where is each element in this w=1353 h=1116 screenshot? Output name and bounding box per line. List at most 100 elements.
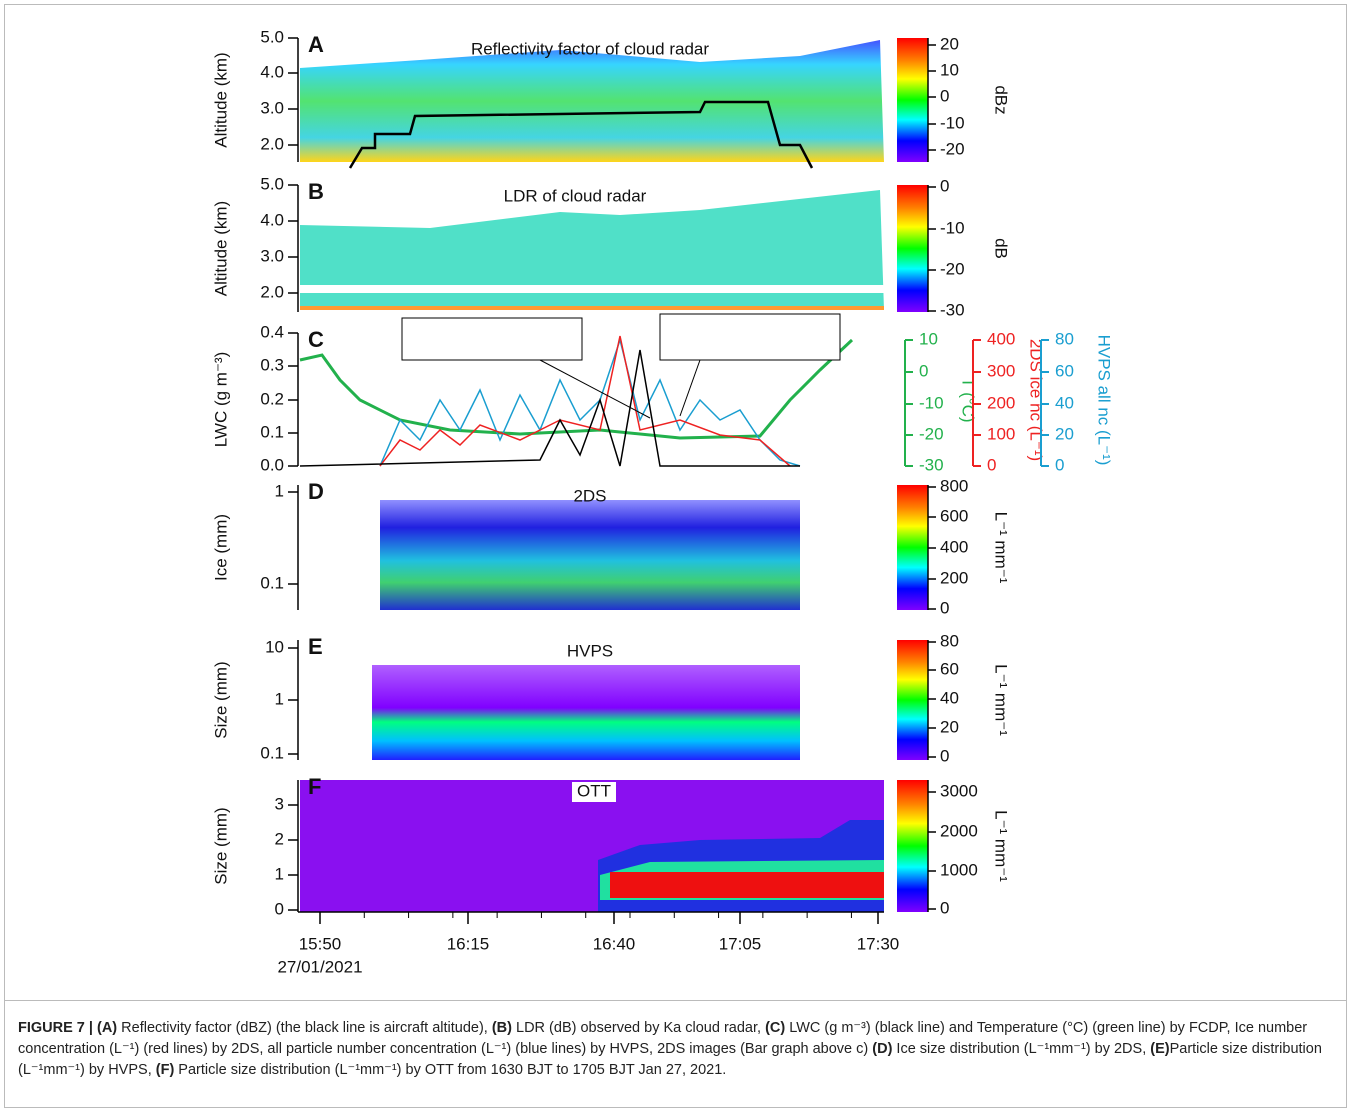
time-series-image bbox=[299, 313, 854, 467]
colorbar-tick-label: -20 bbox=[940, 259, 965, 278]
radar-reflectivity-image bbox=[300, 40, 884, 169]
x-tick-label: 17:05 bbox=[719, 934, 762, 953]
colorbar-label: L⁻¹ mm⁻¹ bbox=[992, 512, 1011, 584]
panel-title: OTT bbox=[577, 781, 611, 800]
right-tick-label: 10 bbox=[919, 329, 938, 348]
colorbar-label: dB bbox=[992, 238, 1011, 259]
right-tick-label: -10 bbox=[919, 393, 944, 412]
caption-bold: (F) bbox=[155, 1062, 175, 1078]
y-tick-label: 0.4 bbox=[260, 322, 284, 341]
y-tick-label: 3.0 bbox=[260, 98, 284, 117]
y-axis-label: Size (mm) bbox=[211, 807, 230, 884]
right-tick-label: -30 bbox=[919, 455, 944, 474]
colorbar-tick-label: 1000 bbox=[940, 860, 978, 879]
colorbar-tick-label: 60 bbox=[940, 659, 959, 678]
panel-title: LDR of cloud radar bbox=[504, 186, 647, 205]
y-tick-label: 2.0 bbox=[260, 134, 284, 153]
y-tick-label: 1 bbox=[275, 689, 284, 708]
colorbar-tick-label: 0 bbox=[940, 746, 949, 765]
y-tick-label: 10 bbox=[265, 637, 284, 656]
caption-bold: (E) bbox=[1150, 1041, 1170, 1057]
panel-title: Reflectivity factor of cloud radar bbox=[471, 39, 709, 58]
y-tick-label: 0.1 bbox=[260, 743, 284, 762]
right-axis-label: T (°C) bbox=[959, 377, 978, 422]
ice-size-image bbox=[380, 500, 800, 610]
figure-frame bbox=[4, 4, 1347, 1108]
y-tick-label: 2 bbox=[275, 829, 284, 848]
colorbar-tick-label: 800 bbox=[940, 476, 968, 495]
colorbar-tick-label: 0 bbox=[940, 598, 949, 617]
colorbar bbox=[897, 780, 928, 912]
y-tick-label: 1 bbox=[275, 481, 284, 500]
y-tick-label: 3.0 bbox=[260, 246, 284, 265]
caption-text: Ice size distribution (L⁻¹mm⁻¹) by 2DS, bbox=[892, 1041, 1151, 1057]
colorbar-label: dBz bbox=[992, 85, 1011, 114]
y-tick-label: 4.0 bbox=[260, 210, 284, 229]
caption-bold: (B) bbox=[491, 1020, 512, 1036]
y-tick-label: 0.3 bbox=[260, 355, 284, 374]
x-tick-label: 15:50 bbox=[299, 934, 342, 953]
colorbar-tick-label: 200 bbox=[940, 568, 968, 587]
right-tick-label: 40 bbox=[1055, 393, 1074, 412]
right-tick-label: 200 bbox=[987, 393, 1015, 412]
caption-text: LWC (g m⁻³) (black line) and Temperature… bbox=[18, 1020, 1308, 1057]
right-tick-label: 0 bbox=[987, 455, 996, 474]
colorbar-tick-label: 0 bbox=[940, 86, 949, 105]
colorbar bbox=[897, 38, 928, 162]
right-tick-label: 60 bbox=[1055, 361, 1074, 380]
right-tick-label: 100 bbox=[987, 424, 1015, 443]
x-tick-label: 17:30 bbox=[857, 934, 900, 953]
caption-text: Reflectivity factor (dBZ) (the black lin… bbox=[117, 1020, 492, 1036]
colorbar bbox=[897, 640, 928, 760]
panel-label: A bbox=[308, 32, 324, 57]
caption-text: Particle size distribution (L⁻¹mm⁻¹) by … bbox=[174, 1062, 727, 1078]
colorbar-tick-label: 400 bbox=[940, 537, 968, 556]
x-tick-label: 16:40 bbox=[593, 934, 636, 953]
caption-text: LDR (dB) observed by Ka cloud radar, bbox=[511, 1020, 766, 1036]
y-axis-label: Ice (mm) bbox=[211, 514, 230, 581]
right-tick-label: 400 bbox=[987, 329, 1015, 348]
y-tick-label: 1 bbox=[275, 864, 284, 883]
right-tick-label: 80 bbox=[1055, 329, 1074, 348]
caption-text: Particle size distribution (L⁻¹mm⁻¹) by … bbox=[18, 1041, 1322, 1078]
y-tick-label: 5.0 bbox=[260, 174, 284, 193]
y-tick-label: 0 bbox=[275, 899, 284, 918]
colorbar-tick-label: 600 bbox=[940, 506, 968, 525]
colorbar-tick-label: 40 bbox=[940, 688, 959, 707]
caption: FIGURE 7 | (A) Reflectivity factor (dBZ)… bbox=[18, 1018, 1333, 1081]
colorbar-label: L⁻¹ mm⁻¹ bbox=[992, 810, 1011, 882]
ott-image bbox=[300, 780, 884, 912]
y-tick-label: 0.0 bbox=[260, 455, 284, 474]
colorbar-tick-label: -10 bbox=[940, 113, 965, 132]
panel-label: C bbox=[308, 327, 324, 352]
right-axis-label: HVPS all nc (L⁻¹) bbox=[1095, 335, 1114, 466]
panel-label: F bbox=[308, 774, 321, 799]
colorbar-label: L⁻¹ mm⁻¹ bbox=[992, 664, 1011, 736]
caption-bold: FIGURE 7 | (A) bbox=[18, 1020, 118, 1036]
colorbar bbox=[897, 485, 928, 610]
colorbar-tick-label: 0 bbox=[940, 176, 949, 195]
colorbar-tick-label: -20 bbox=[940, 139, 965, 158]
y-axis-label: Altitude (km) bbox=[211, 52, 230, 147]
right-tick-label: 20 bbox=[1055, 424, 1074, 443]
panel-label: E bbox=[308, 634, 323, 659]
y-tick-label: 5.0 bbox=[260, 27, 284, 46]
colorbar-tick-label: -10 bbox=[940, 218, 965, 237]
caption-bold: (C) bbox=[765, 1020, 786, 1036]
right-tick-label: 0 bbox=[919, 361, 928, 380]
separator bbox=[4, 1000, 1347, 1001]
y-tick-label: 3 bbox=[275, 794, 284, 813]
right-axis-label: 2DS ice nc (L⁻¹) bbox=[1027, 339, 1046, 461]
colorbar-tick-label: 0 bbox=[940, 898, 949, 917]
y-axis-label: Size (mm) bbox=[211, 661, 230, 738]
y-tick-label: 4.0 bbox=[260, 62, 284, 81]
y-axis-label: LWC (g m⁻³) bbox=[211, 352, 230, 448]
colorbar-tick-label: 3000 bbox=[940, 781, 978, 800]
y-tick-label: 0.1 bbox=[260, 422, 284, 441]
right-tick-label: 300 bbox=[987, 361, 1015, 380]
colorbar-tick-label: 80 bbox=[940, 631, 959, 650]
ldr-image bbox=[300, 190, 884, 310]
colorbar bbox=[897, 185, 928, 312]
panel-label: D bbox=[308, 479, 324, 504]
